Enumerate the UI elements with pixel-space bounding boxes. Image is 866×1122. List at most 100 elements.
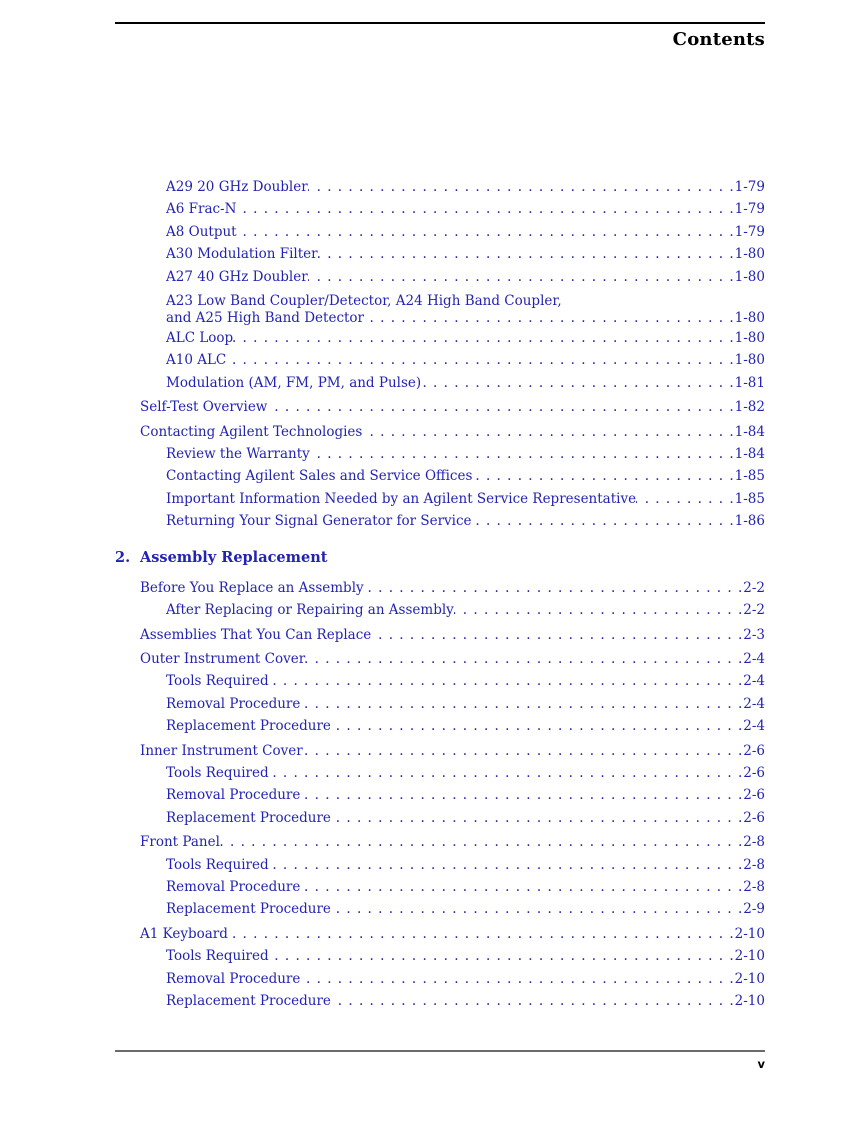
toc-entry[interactable]: A10 ALC . . . . . . . . . . . . . . . . … bbox=[115, 349, 765, 371]
toc-leader-dots: . . . . . . . . . . . . . . . . . . . . … bbox=[233, 330, 735, 347]
toc-entry[interactable]: Review the Warranty . . . . . . . . . . … bbox=[115, 443, 765, 465]
toc-entry-label: Modulation (AM, FM, PM, and Pulse) bbox=[166, 374, 422, 391]
toc-entry-page: 1-80 bbox=[734, 352, 765, 369]
toc-leader-dots: . . . . . . . . . . . . . . . . . . . . … bbox=[300, 787, 744, 804]
toc-entry[interactable]: ALC Loop . . . . . . . . . . . . . . . .… bbox=[115, 327, 765, 349]
toc-entry[interactable]: Replacement Procedure . . . . . . . . . … bbox=[115, 898, 765, 920]
toc-entry[interactable]: Before You Replace an Assembly . . . . .… bbox=[115, 577, 765, 599]
toc-entry-label: Returning Your Signal Generator for Serv… bbox=[166, 513, 472, 530]
toc-leader-dots: . . . . . . . . . . . . . . . . . . . . … bbox=[318, 246, 735, 263]
toc-leader-dots: . . . . . . . . . . . . . . . . . . . . … bbox=[331, 993, 735, 1009]
table-of-contents: A29 20 GHz Doubler . . . . . . . . . . .… bbox=[115, 176, 765, 1012]
toc-entry-page: 2-8 bbox=[743, 856, 765, 873]
toc-entry-label: Replacement Procedure bbox=[166, 809, 331, 826]
toc-leader-dots: . . . . . . . . . . . . . . . . . . . . … bbox=[371, 626, 744, 643]
toc-entry[interactable]: Removal Procedure . . . . . . . . . . . … bbox=[115, 876, 765, 898]
toc-entry[interactable]: Assemblies That You Can Replace . . . . … bbox=[115, 624, 765, 646]
toc-entry-page: 2-10 bbox=[734, 925, 765, 942]
toc-entry[interactable]: A8 Output . . . . . . . . . . . . . . . … bbox=[115, 221, 765, 243]
toc-entry[interactable]: Replacement Procedure . . . . . . . . . … bbox=[115, 715, 765, 737]
toc-entry-page: 2-8 bbox=[743, 834, 765, 851]
toc-entry[interactable]: Modulation (AM, FM, PM, and Pulse) . . .… bbox=[115, 372, 765, 394]
toc-entry[interactable]: Replacement Procedure . . . . . . . . . … bbox=[115, 990, 765, 1012]
toc-chapter-2-list: Before You Replace an Assembly . . . . .… bbox=[115, 577, 765, 1013]
toc-entry[interactable]: Self-Test Overview . . . . . . . . . . .… bbox=[115, 396, 765, 418]
toc-entry-page: 2-6 bbox=[743, 742, 765, 759]
toc-entry-page: 1-86 bbox=[734, 513, 765, 530]
toc-leader-dots: . . . . . . . . . . . . . . . . . . . . … bbox=[364, 579, 744, 596]
toc-entry[interactable]: Inner Instrument Cover . . . . . . . . .… bbox=[115, 740, 765, 762]
chapter-number: 2. bbox=[115, 548, 131, 566]
toc-entry[interactable]: Returning Your Signal Generator for Serv… bbox=[115, 510, 765, 532]
toc-entry-label: After Replacing or Repairing an Assembly bbox=[166, 602, 454, 619]
toc-entry-page: 2-3 bbox=[743, 626, 765, 643]
toc-entry[interactable]: A29 20 GHz Doubler . . . . . . . . . . .… bbox=[115, 176, 765, 198]
toc-leader-dots: . . . . . . . . . . . . . . . . . . . . … bbox=[300, 970, 735, 987]
toc-entry[interactable]: Contacting Agilent Sales and Service Off… bbox=[115, 465, 765, 487]
toc-leader-dots: . . . . . . . . . . . . . . . . . . . . … bbox=[310, 446, 735, 463]
page-title: Contents bbox=[672, 29, 765, 50]
toc-entry[interactable]: Tools Required . . . . . . . . . . . . .… bbox=[115, 854, 765, 876]
toc-leader-dots: . . . . . . . . . . . . . . . . . . . . … bbox=[226, 352, 735, 369]
toc-leader-dots: . . . . . . . . . . . . . . . . . . . . … bbox=[331, 718, 744, 735]
toc-entry-page: 1-80 bbox=[734, 330, 765, 347]
toc-entry-label: A30 Modulation Filter bbox=[166, 246, 318, 263]
toc-leader-dots: . . . . . . . . . . . . . . . . . . . . … bbox=[472, 513, 735, 530]
toc-entry[interactable]: A1 Keyboard . . . . . . . . . . . . . . … bbox=[115, 923, 765, 945]
toc-entry[interactable]: Tools Required . . . . . . . . . . . . .… bbox=[115, 945, 765, 967]
toc-leader-dots: . . . . . . . . . . . . . . . . . . . . … bbox=[236, 201, 735, 218]
toc-entry-page: 2-10 bbox=[734, 970, 765, 987]
toc-entry-page: 2-6 bbox=[743, 787, 765, 804]
toc-entry[interactable]: Removal Procedure . . . . . . . . . . . … bbox=[115, 693, 765, 715]
toc-entry-page: 2-4 bbox=[743, 673, 765, 690]
toc-leader-dots: . . . . . . . . . . . . . . . . . . . . … bbox=[636, 490, 735, 507]
toc-entry[interactable]: Tools Required . . . . . . . . . . . . .… bbox=[115, 670, 765, 692]
toc-entry-page: 1-80 bbox=[734, 268, 765, 285]
toc-entry-label: Contacting Agilent Sales and Service Off… bbox=[166, 468, 473, 485]
toc-entry-page: 1-80 bbox=[734, 246, 765, 263]
toc-entry-page: 1-79 bbox=[734, 201, 765, 218]
toc-leader-dots: . . . . . . . . . . . . . . . . . . . . … bbox=[364, 310, 735, 327]
toc-entry-label: Tools Required bbox=[166, 764, 269, 781]
toc-entry-label: A1 Keyboard bbox=[140, 925, 228, 942]
toc-entry[interactable]: A27 40 GHz Doubler . . . . . . . . . . .… bbox=[115, 266, 765, 288]
toc-entry[interactable]: Front Panel . . . . . . . . . . . . . . … bbox=[115, 831, 765, 853]
toc-entry-page: 1-85 bbox=[734, 490, 765, 507]
toc-leader-dots: . . . . . . . . . . . . . . . . . . . . … bbox=[331, 901, 744, 918]
toc-entry[interactable]: Tools Required . . . . . . . . . . . . .… bbox=[115, 762, 765, 784]
toc-entry-page: 2-6 bbox=[743, 809, 765, 826]
toc-entry-label: Removal Procedure bbox=[166, 695, 301, 712]
toc-leader-dots: . . . . . . . . . . . . . . . . . . . . … bbox=[308, 268, 735, 285]
toc-entry[interactable]: After Replacing or Repairing an Assembly… bbox=[115, 599, 765, 621]
toc-entry-page: 2-6 bbox=[743, 764, 765, 781]
toc-entry-label: Removal Procedure bbox=[166, 878, 301, 895]
toc-entry-label: Tools Required bbox=[166, 856, 269, 873]
toc-leader-dots: . . . . . . . . . . . . . . . . . . . . … bbox=[269, 764, 744, 781]
toc-leader-dots: . . . . . . . . . . . . . . . . . . . . … bbox=[269, 856, 744, 873]
chapter-2-heading: 2. Assembly Replacement bbox=[115, 548, 765, 568]
toc-entry[interactable]: Removal Procedure . . . . . . . . . . . … bbox=[115, 784, 765, 806]
toc-entry[interactable]: Important Information Needed by an Agile… bbox=[115, 488, 765, 510]
toc-entry[interactable]: and A25 High Band Detector . . . . . . .… bbox=[115, 309, 765, 327]
toc-entry-label: Removal Procedure bbox=[166, 787, 301, 804]
footer-page-number: v bbox=[757, 1057, 766, 1071]
toc-entry-first-line[interactable]: A23 Low Band Coupler/Detector, A24 High … bbox=[115, 293, 765, 309]
toc-entry-page: 1-81 bbox=[734, 374, 765, 391]
toc-entry-label: Important Information Needed by an Agile… bbox=[166, 490, 637, 507]
toc-entry[interactable]: A30 Modulation Filter . . . . . . . . . … bbox=[115, 243, 765, 265]
toc-entry[interactable]: Removal Procedure . . . . . . . . . . . … bbox=[115, 968, 765, 990]
toc-entry-label: Inner Instrument Cover bbox=[140, 742, 303, 759]
toc-entry-page: 2-4 bbox=[743, 650, 765, 667]
toc-entry-page: 2-10 bbox=[734, 993, 765, 1009]
toc-leader-dots: . . . . . . . . . . . . . . . . . . . . … bbox=[300, 878, 744, 895]
toc-leader-dots: . . . . . . . . . . . . . . . . . . . . … bbox=[472, 468, 735, 485]
toc-entry-label: Removal Procedure bbox=[166, 970, 301, 987]
toc-entry[interactable]: Outer Instrument Cover . . . . . . . . .… bbox=[115, 648, 765, 670]
toc-entry-label: A23 Low Band Coupler/Detector, A24 High … bbox=[166, 293, 562, 310]
toc-entry[interactable]: Contacting Agilent Technologies . . . . … bbox=[115, 421, 765, 443]
toc-entry[interactable]: A6 Frac-N . . . . . . . . . . . . . . . … bbox=[115, 198, 765, 220]
toc-entry-page: 2-9 bbox=[743, 901, 765, 918]
toc-leader-dots: . . . . . . . . . . . . . . . . . . . . … bbox=[228, 925, 735, 942]
toc-chapter-1-list: A29 20 GHz Doubler . . . . . . . . . . .… bbox=[115, 176, 765, 533]
toc-entry[interactable]: Replacement Procedure . . . . . . . . . … bbox=[115, 807, 765, 829]
